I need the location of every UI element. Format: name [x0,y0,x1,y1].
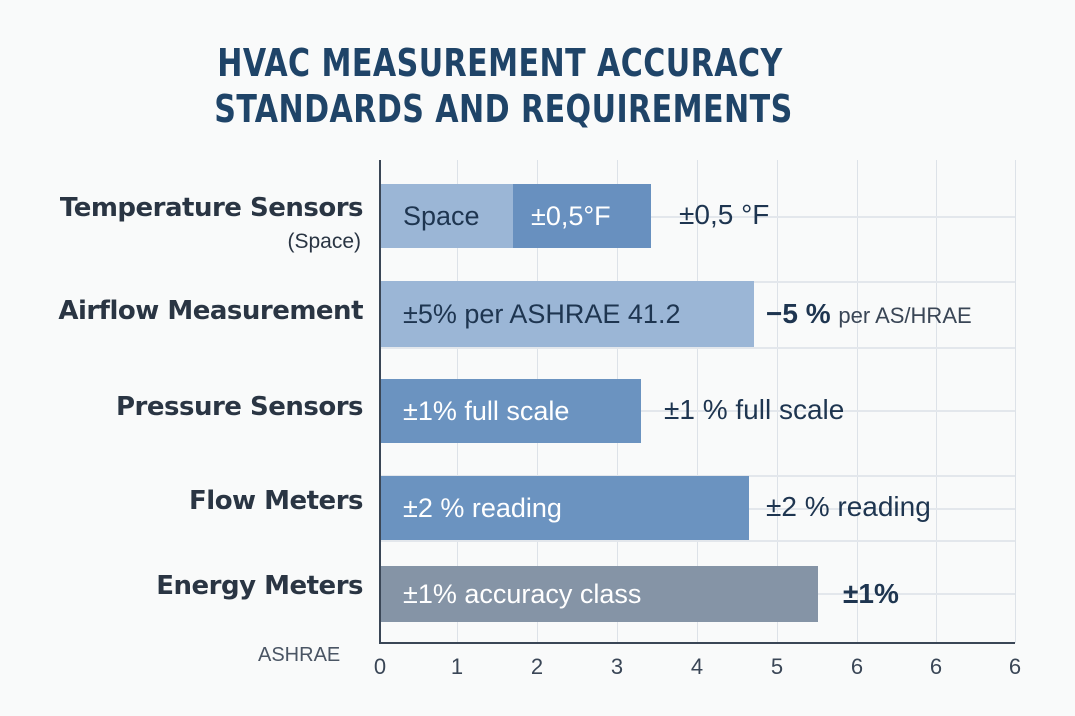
gridline-y [381,216,1015,218]
value-label-airflow-suffix: per AS/HRAE [838,303,972,328]
category-label-airflow: Airflow Measurement [58,296,363,326]
x-tick-label: 2 [530,654,544,679]
chart-title-line-2: STANDARDS AND REQUIREMENTS [214,87,793,131]
bar-label-flow-meters: ±2 % reading [403,492,562,523]
axis-footnote-ashrae: ASHRAE [258,644,341,666]
chart-title: HVAC MEASUREMENT ACCURACY STANDARDS AND … [0,40,1000,132]
gridline-x-6 [857,160,858,643]
value-label-pressure: ±1 % full scale [664,394,845,425]
bar-label-space: Space [403,200,480,231]
bar-segment-accuracy: ±0,5°F [513,184,651,248]
category-label-pressure: Pressure Sensors [116,392,364,422]
chart-title-line-1: HVAC MEASUREMENT ACCURACY [217,41,783,85]
x-tick-label: 6 [1008,654,1022,679]
x-tick-label: 1 [450,654,464,679]
bar-energy-meters[interactable]: ±1% accuracy class [381,566,818,622]
gridline-y [381,410,1015,412]
bar-label-airflow: ±5% per ASHRAE 41.2 [403,298,681,329]
bar-pressure[interactable]: ±1% full scale [381,379,641,443]
gridline-y [381,347,1015,349]
category-label-energy-meters: Energy Meters [156,571,363,601]
value-label-temperature: ±0,5 °F [679,199,770,230]
gridline-y [381,475,1015,477]
gridline-x-7 [936,160,937,643]
category-label-flow-meters: Flow Meters [189,486,363,516]
y-axis-line [379,160,381,644]
x-tick-label: 6 [850,654,864,679]
gridline-x-8 [1015,160,1016,643]
bar-label-pressure: ±1% full scale [403,395,570,426]
gridline-x-5 [777,160,778,643]
x-tick-label: 3 [610,654,624,679]
bar-segment-space: Space [381,184,513,248]
value-label-flow-meters: ±2 % reading [766,491,931,522]
value-label-airflow-main: −5 % [766,298,831,329]
bar-airflow[interactable]: ±5% per ASHRAE 41.2 [381,281,754,347]
x-tick-label: 0 [373,654,387,679]
value-label-airflow: −5 % per AS/HRAE [766,298,972,330]
category-sublabel-temperature: (Space) [287,230,361,253]
gridline-x-4 [697,160,698,643]
category-label-temperature: Temperature Sensors [59,193,364,223]
gridline-y [381,540,1015,542]
bar-flow-meters[interactable]: ±2 % reading [381,476,749,540]
x-tick-label: 5 [770,654,784,679]
bar-label-energy-meters: ±1% accuracy class [403,578,642,609]
bar-temperature[interactable]: Space ±0,5°F [381,184,651,248]
x-axis-line [379,642,1015,644]
x-tick-label: 4 [690,654,704,679]
x-tick-label: 6 [929,654,943,679]
value-label-energy-meters: ±1% [843,578,899,609]
bar-label-accuracy: ±0,5°F [531,200,611,231]
